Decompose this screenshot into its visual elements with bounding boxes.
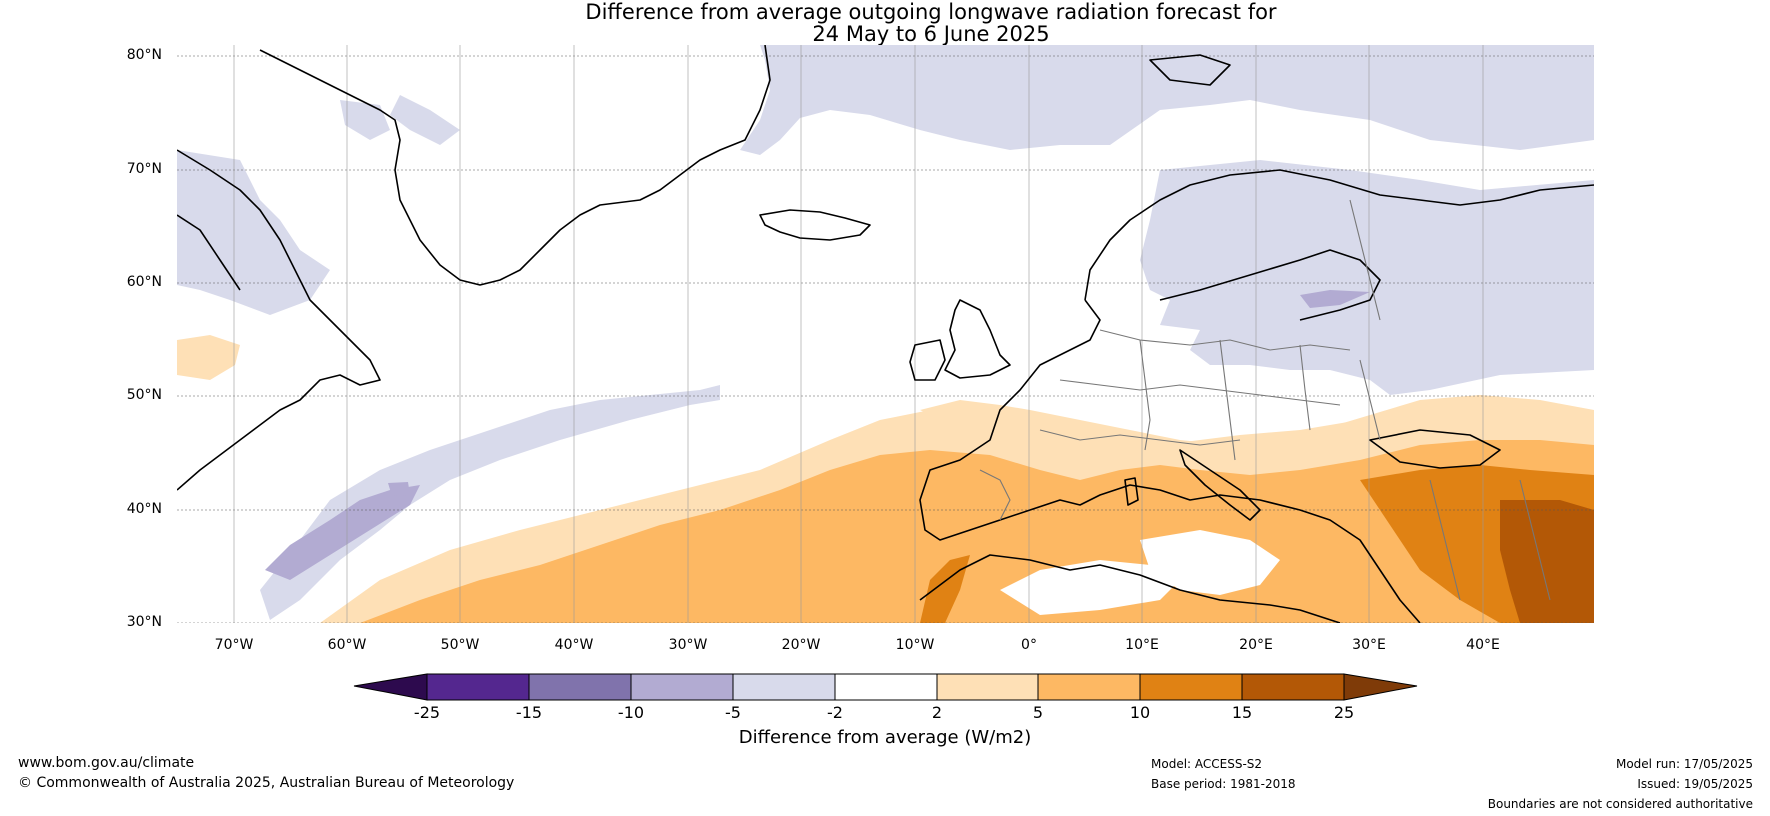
country-borders <box>979 199 1551 601</box>
positive-anomaly-fill-strongest <box>1500 500 1594 623</box>
atlantic-strong-purple <box>265 485 420 580</box>
lon-label-40e: 40°E <box>1466 637 1500 653</box>
black-sea-coast <box>1369 429 1501 469</box>
russia-strong-purple <box>1300 290 1370 308</box>
colorbar-tick-label: -25 <box>413 703 441 722</box>
footer-model-run: Model run: 17/05/2025 <box>1615 757 1753 771</box>
europe-positive-band <box>920 395 1594 460</box>
colorbar-tick-label: 2 <box>931 703 943 722</box>
europe-west-coast <box>919 299 1421 623</box>
greenland-west-purple-region <box>177 150 330 315</box>
footer-website[interactable]: www.bom.gov.au/climate <box>18 755 195 771</box>
lon-gridlines <box>233 45 1484 623</box>
positive-anomaly-fill-mid <box>360 440 1594 623</box>
colorbar-bin-5 <box>835 674 937 700</box>
lon-label-40w: 40°W <box>554 637 594 653</box>
labrador-coast <box>177 214 241 291</box>
svalbard-coast <box>1149 54 1231 86</box>
colorbar-bin-9 <box>1242 674 1344 700</box>
lon-label-30e: 30°E <box>1352 637 1386 653</box>
colorbar-tick-label: 5 <box>1032 703 1044 722</box>
canada-north-purple-region <box>390 95 460 145</box>
colorbar-tick-label: -10 <box>617 703 645 722</box>
footer-model: Model: ACCESS-S2 <box>1151 757 1263 771</box>
colorbar-bin-4 <box>733 674 835 700</box>
coastlines <box>177 45 1594 623</box>
baffin-purple-region <box>340 100 390 140</box>
colorbar-bin-2 <box>529 674 631 700</box>
lon-label-0: 0° <box>1021 637 1037 653</box>
labrador-purple-region <box>177 190 230 260</box>
colorbar-bin-3 <box>631 674 733 700</box>
lon-label-50w: 50°W <box>440 637 480 653</box>
lat-gridlines <box>177 55 1594 623</box>
lat-label-80n: 80°N <box>126 47 162 63</box>
lon-label-20w: 20°W <box>781 637 821 653</box>
lat-label-60n: 60°N <box>126 274 162 290</box>
baltic-coast <box>1159 249 1381 321</box>
newfoundland-positive-region <box>177 335 240 380</box>
colorbar <box>353 673 1418 701</box>
colorbar-tick-label: 25 <box>1333 703 1355 722</box>
footer-boundaries-note: Boundaries are not considered authoritat… <box>1487 797 1753 811</box>
colorbar-tick-label: -15 <box>515 703 543 722</box>
lon-label-10e: 10°E <box>1125 637 1159 653</box>
footer-base-period: Base period: 1981-2018 <box>1151 777 1296 791</box>
lon-label-60w: 60°W <box>327 637 367 653</box>
lon-label-70w: 70°W <box>214 637 254 653</box>
uk-coast <box>944 299 1011 379</box>
colorbar-bin-6 <box>937 674 1038 700</box>
north-africa-coast <box>919 554 1341 623</box>
norway-coast <box>1084 169 1594 301</box>
colorbar-bin-7 <box>1038 674 1140 700</box>
atlantic-strong-purple-small <box>388 482 410 496</box>
lat-label-70n: 70°N <box>126 161 162 177</box>
footer-issued: Issued: 19/05/2025 <box>1637 777 1753 791</box>
colorbar-extend-high <box>1343 673 1418 701</box>
footer-copyright: © Commonwealth of Australia 2025, Austra… <box>18 775 515 791</box>
middle-east-strongest-orange <box>1500 500 1594 623</box>
title-line-1: Difference from average outgoing longwav… <box>585 0 1277 24</box>
lon-label-20e: 20°E <box>1239 637 1273 653</box>
colorbar-tick-label: -2 <box>827 703 843 722</box>
colorbar-tick-label: 15 <box>1231 703 1253 722</box>
colorbar-title: Difference from average (W/m2) <box>738 727 1032 748</box>
atlantic-purple-band <box>260 385 720 620</box>
ireland-coast <box>909 339 946 381</box>
lat-label-50n: 50°N <box>126 387 162 403</box>
colorbar-extend-low <box>353 673 428 701</box>
colorbar-tick-label: 10 <box>1129 703 1151 722</box>
canada-coast <box>177 149 381 491</box>
lon-label-10w: 10°W <box>895 637 935 653</box>
iceland-coast <box>759 209 871 241</box>
colorbar-bin-1 <box>427 674 529 700</box>
sardinia-coast <box>1124 477 1139 506</box>
colorbar-tick-label: -5 <box>725 703 741 722</box>
lon-label-30w: 30°W <box>668 637 708 653</box>
greenland-coast <box>259 45 771 286</box>
lat-label-30n: 30°N <box>126 614 162 630</box>
atlantic-mid-orange <box>360 440 1594 623</box>
scandinavia-russia-purple-region <box>1140 160 1594 395</box>
colorbar-bin-8 <box>1140 674 1242 700</box>
lat-label-40n: 40°N <box>126 501 162 517</box>
arctic-purple-region <box>740 45 1594 155</box>
title-line-2: 24 May to 6 June 2025 <box>812 22 1050 46</box>
italy-coast <box>1179 449 1261 521</box>
map-area <box>177 45 1594 623</box>
